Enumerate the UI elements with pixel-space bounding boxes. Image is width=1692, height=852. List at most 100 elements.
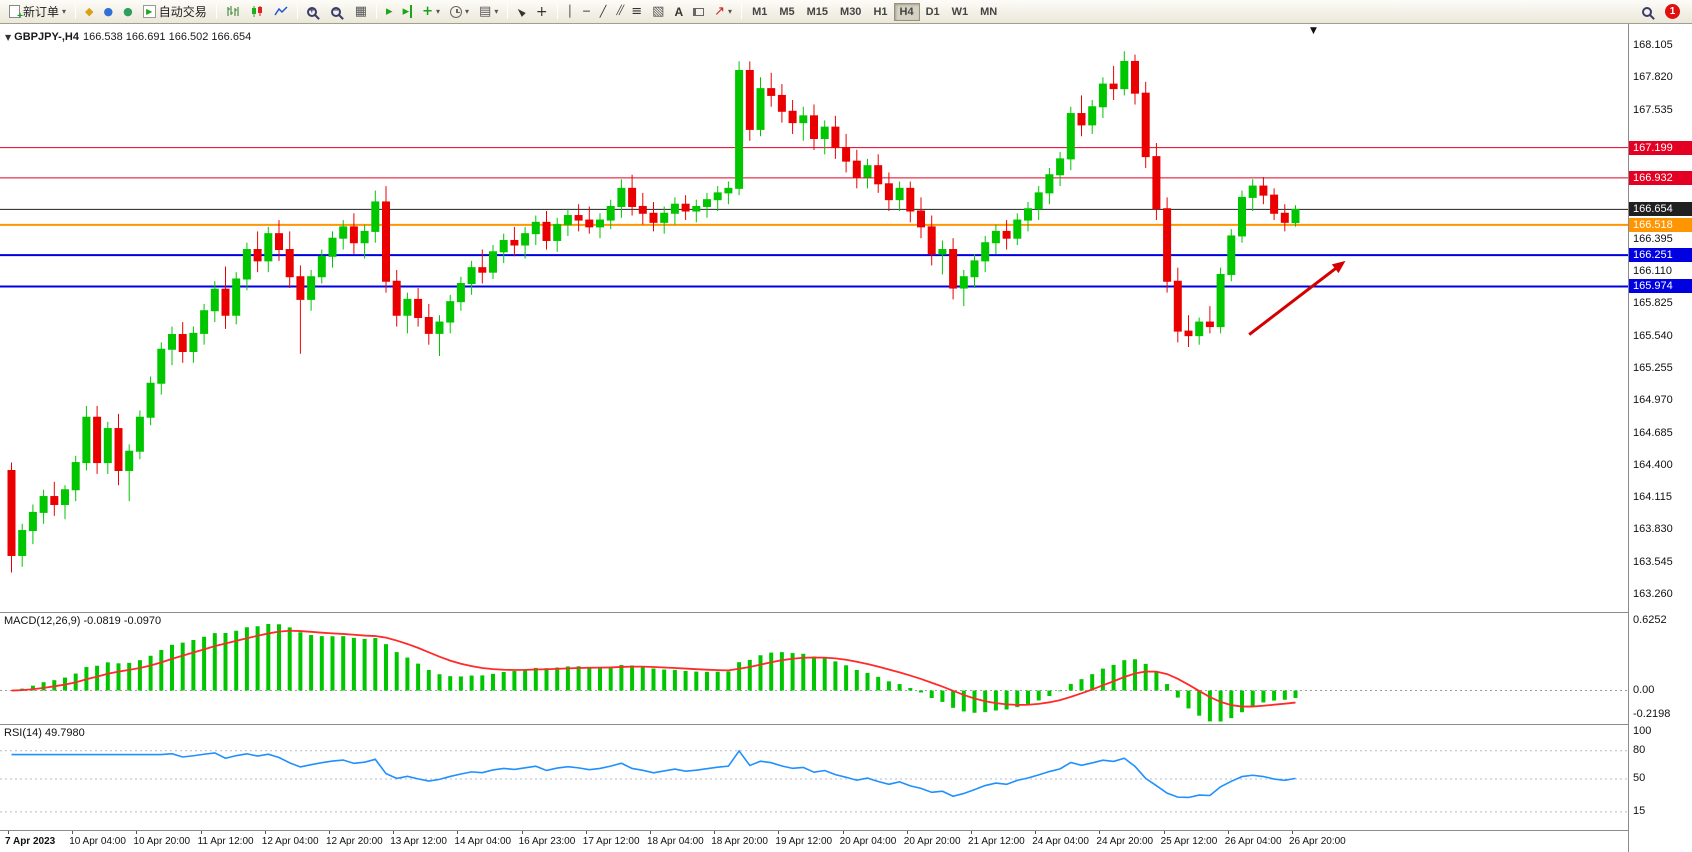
time-axis-label: 25 Apr 12:00 [1160,836,1218,847]
timeframe-button-h4[interactable]: H4 [893,2,920,21]
candle [18,530,27,556]
candle [435,321,444,334]
ohlc-values: 166.538 166.691 166.502 166.654 [82,31,252,43]
navigator-icon: ● [123,5,133,18]
auto-scroll-button[interactable]: ▸ [381,2,398,22]
new-order-label: 新订单 [23,5,60,19]
fibonacci-icon: ≡ [631,4,643,19]
notification-badge[interactable]: 1 [1665,4,1680,19]
zoom-out-button[interactable]: − [326,2,350,22]
crosshair-button[interactable]: + [531,2,553,22]
time-axis-tick [136,831,138,834]
timeframe-button-h1[interactable]: H1 [867,3,893,21]
shapes-button[interactable]: ▧ [647,2,669,22]
templates-icon: ▤ [479,4,492,19]
arrows-tool-button[interactable]: ↗ ▾ [709,2,737,22]
time-axis-tick [1035,831,1037,834]
candle [724,187,733,194]
candle [521,233,530,246]
trendline-icon: ╱ [599,5,607,18]
candle [970,260,979,278]
cursor-button[interactable]: ◄ [512,2,530,22]
zoom-in-button[interactable]: + [302,2,326,22]
time-axis-tick [8,831,9,834]
auto-trading-button[interactable]: ▶ 自动交易 [138,2,212,22]
chevron-down-icon: ▾ [62,7,67,16]
time-axis-label: 11 Apr 12:00 [197,836,254,847]
channel-button[interactable]: ╱╱ [611,2,626,22]
candle [360,230,369,244]
rsi-canvas[interactable] [0,725,1628,830]
navigator-button[interactable]: ● [118,2,138,22]
timeframe-button-m30[interactable]: M30 [834,3,867,21]
candle [93,416,102,464]
shapes-icon: ▧ [652,4,665,19]
timeframe-button-m15[interactable]: M15 [801,3,834,21]
toolbar-right: 1 [1642,4,1688,19]
macd-canvas[interactable] [0,613,1628,722]
search-icon[interactable] [1642,6,1652,17]
toolbar-separator [741,4,743,19]
new-order-button[interactable]: 新订单 ▾ [4,2,71,22]
candle [606,205,615,221]
chart-shift-marker[interactable]: ▼ [1310,26,1317,36]
time-axis[interactable]: 7 Apr 2023 10 Apr 04:00 10 Apr 20:00 11 Apr… [0,830,1628,852]
rsi-line [11,749,1296,799]
candle [1120,60,1129,90]
horizontal-line-button[interactable]: ─ [578,2,595,22]
candle [446,301,455,323]
fibonacci-button[interactable]: ≡ [626,2,647,22]
time-axis-tick [521,831,523,834]
tile-windows-button[interactable]: ▦ [350,2,372,22]
label-tool-button[interactable] [688,2,709,22]
chart-shift-button[interactable]: ▸ [398,2,418,22]
horizontal-line-icon: ─ [583,5,590,18]
toolbar-separator [215,4,217,19]
timeframe-button-m5[interactable]: M5 [773,3,800,21]
indicators-button[interactable]: + ▾ [417,2,445,22]
rsi-label: RSI(14) 49.7980 [4,727,85,739]
bars-chart-button[interactable] [221,2,245,22]
one-click-trading-toggle[interactable]: ▼ [5,33,12,42]
price-axis-label: 165.255 [1633,361,1673,374]
toolbar-separator [556,4,558,19]
timeframe-button-w1[interactable]: W1 [946,3,975,21]
vertical-line-button[interactable]: │ [562,2,579,22]
macd-panel[interactable]: MACD(12,26,9) -0.0819 -0.0970 [0,612,1628,722]
main-toolbar: 新订单 ▾ ◆ ● ● ▶ 自动交易 + − ▦ ▸ ▸ + ▾ [0,0,1692,24]
timeframe-button-d1[interactable]: D1 [920,3,946,21]
auto-trading-label: 自动交易 [158,5,207,19]
candles-chart-button[interactable] [245,2,269,22]
text-tool-button[interactable]: A [669,2,688,22]
candle [563,215,572,226]
timeframe-button-mn[interactable]: MN [974,3,1003,21]
time-axis-tick [329,831,330,834]
macd-label: MACD(12,26,9) -0.0819 -0.0970 [4,615,161,627]
timeframe-button-m1[interactable]: M1 [746,3,773,21]
line-chart-button[interactable] [269,2,293,22]
candle [628,187,637,207]
candle [285,249,294,278]
candle [157,348,166,384]
price-chart-canvas[interactable] [0,24,1628,610]
price-tag: 165.974 [1629,279,1692,294]
macd-name: MACD(12,26,9) [4,615,81,627]
market-watch-button[interactable]: ◆ [80,2,98,22]
periods-button[interactable]: ▾ [445,2,474,22]
time-axis-tick [1292,831,1293,834]
chevron-down-icon: ▾ [728,7,733,16]
candle [553,224,562,241]
candle [756,88,765,130]
data-window-button[interactable]: ● [99,2,119,22]
candle [1291,208,1300,224]
candle [275,233,283,251]
macd-axis-label: 0.6252 [1633,614,1667,626]
price-chart-panel[interactable]: ▼ GBPJPY-,H4 166.538 166.691 166.502 166.6… [0,24,1628,610]
templates-button[interactable]: ▤ ▾ [474,2,503,22]
rsi-panel[interactable]: RSI(14) 49.7980 [0,724,1628,830]
trendline-button[interactable]: ╱ [595,2,612,22]
price-axis[interactable]: 168.105 167.820 167.535 166.395 166.110 165.8… [1628,24,1692,852]
candle [178,334,187,353]
candle [874,165,883,185]
candle [1066,113,1075,160]
